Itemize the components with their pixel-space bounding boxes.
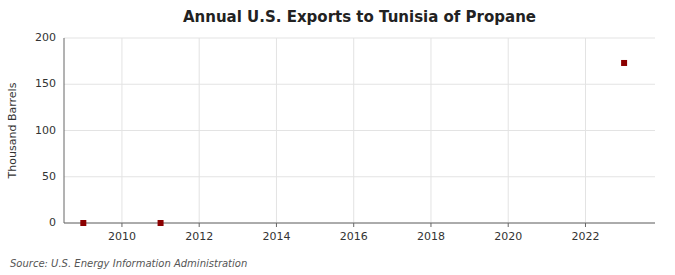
x-tick-label: 2016 <box>340 230 368 243</box>
y-axis-label: Thousand Barrels <box>6 82 19 179</box>
grid-line-x <box>430 38 431 223</box>
x-tick <box>121 223 122 227</box>
x-tick-label: 2012 <box>185 230 213 243</box>
grid-line-y <box>64 223 655 224</box>
points <box>80 60 627 226</box>
x-tick-label: 2014 <box>262 230 290 243</box>
page: {"chart_data": {"type": "scatter", "titl… <box>0 0 675 275</box>
x-tick-label: 2018 <box>417 230 445 243</box>
grid-line-x <box>276 38 277 223</box>
x-tick <box>199 223 200 227</box>
grid-line-x <box>121 38 122 223</box>
grid-line-y <box>64 130 655 131</box>
x-tick <box>585 223 586 227</box>
y-tick-label: 150 <box>35 77 56 90</box>
title: Annual U.S. Exports to Tunisia of Propan… <box>183 8 536 26</box>
x-tick-label: 2020 <box>494 230 522 243</box>
point <box>80 220 86 226</box>
x-tick <box>276 223 277 227</box>
x-tick-label: 2022 <box>571 230 599 243</box>
y-tick-label: 50 <box>42 170 56 183</box>
y-tick-label: 200 <box>35 31 56 44</box>
x-axis-line <box>64 223 655 224</box>
grid-line-y <box>64 176 655 177</box>
grid-line-x <box>353 38 354 223</box>
chart: 0 50 100 150 200 2010 2012 2014 2016 2018 2020 2022… <box>0 0 675 275</box>
x-tick <box>353 223 354 227</box>
grid-line-x <box>199 38 200 223</box>
grid-line-y <box>64 38 655 39</box>
grid-line-y <box>64 84 655 85</box>
point <box>158 220 164 226</box>
x-tick <box>430 223 431 227</box>
y-axis-line <box>64 38 65 223</box>
source-note: Source: U.S. Energy Information Administ… <box>10 258 247 269</box>
point <box>621 60 627 66</box>
grid <box>64 38 655 223</box>
x-tick-label: 2010 <box>108 230 136 243</box>
x-tick <box>508 223 509 227</box>
background <box>0 0 675 275</box>
y-tick-label: 100 <box>35 124 56 137</box>
grid-line-x <box>585 38 586 223</box>
grid-line-x <box>508 38 509 223</box>
y-tick-label: 0 <box>49 216 56 229</box>
